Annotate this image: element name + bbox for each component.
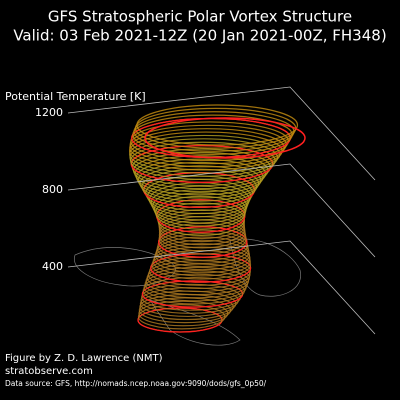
chart-title: GFS Stratospheric Polar Vortex Structure [48,8,352,26]
vortex-top [144,117,306,159]
vortex-layer [156,232,249,265]
vortex-layer [154,239,251,271]
website: stratobserve.com [5,366,93,377]
vortex-layer [155,236,250,268]
credit: Figure by Z. D. Lawrence (NMT) [5,353,163,364]
vortex-contour [158,226,248,258]
z-tick-label: 400 [42,260,63,273]
vortex-layer [153,243,251,274]
z-tick-label: 800 [42,183,63,196]
vortex-layer [152,246,251,277]
coastline [149,299,241,346]
vortex-layer [136,104,299,146]
grid-line [67,86,376,181]
grid-line [67,163,376,258]
coastline [74,247,176,287]
axes: 400 800 1200 [35,86,376,335]
z-tick-label: 1200 [35,106,63,119]
source: Data source: GFS, http://nomads.ncep.noa… [5,379,267,388]
grid-line [67,240,376,335]
chart-subtitle: Valid: 03 Feb 2021-12Z (20 Jan 2021-00Z,… [13,27,386,45]
z-axis-label: Potential Temperature [K] [5,90,146,103]
vortex-layer [157,229,249,261]
vortex [128,104,306,333]
